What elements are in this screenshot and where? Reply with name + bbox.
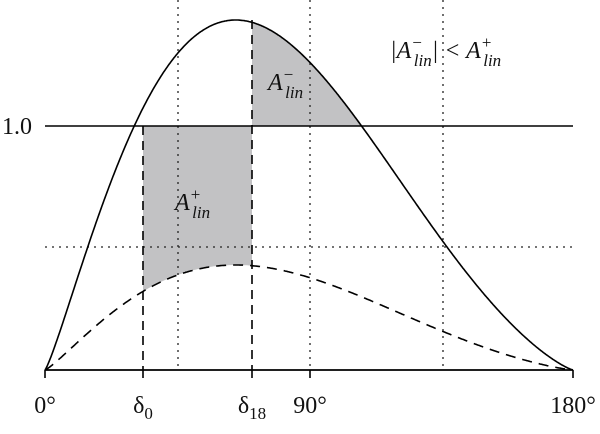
superscript: + [481,33,492,52]
region-label: A− lin [266,65,303,102]
text: |A [390,38,412,64]
symbol: δ [238,393,249,419]
subscript: 18 [249,404,266,423]
y-label: 1.0 [2,114,32,140]
area-plus [143,126,252,292]
superscript: + [190,185,201,204]
superscript: − [411,33,422,52]
area-minus [252,22,362,127]
subscript: lin [483,51,501,70]
symbol: δ [133,393,144,419]
subscript: lin [414,51,432,70]
subscript: lin [192,203,210,222]
x-label: 0° [34,393,56,419]
x-label: 90° [293,393,327,419]
text: | < A [432,38,481,64]
region-label: A+ lin [173,185,210,222]
solid-curve [44,19,574,371]
x-label: 180° [550,393,596,419]
superscript: − [283,65,294,84]
x-label: δ0 [133,393,153,423]
x-label: δ18 [238,393,266,423]
subscript: lin [285,83,303,102]
annotation: |A− lin| < A+ lin [390,33,501,70]
text: A [173,190,190,216]
text: A [266,70,283,96]
dashed-curve [44,264,574,371]
subscript: 0 [144,404,153,423]
